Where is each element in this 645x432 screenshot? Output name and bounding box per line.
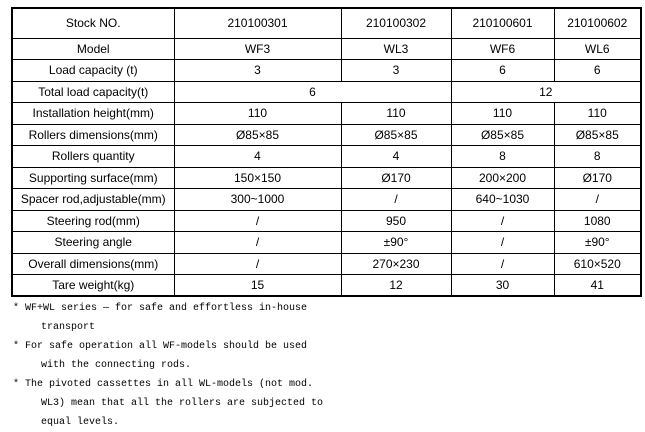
row-label-cell: Load capacity (t) — [11, 59, 175, 82]
value-cell: / — [173, 209, 342, 232]
row-label-cell: Overall dimensions(mm) — [11, 252, 175, 275]
footnotes: * WF+WL series — for safe and effortless… — [13, 299, 633, 432]
value-cell: / — [450, 231, 555, 254]
spec-table-container: Stock NO. 210100301 210100302 210100601 2101… — [11, 7, 642, 297]
spec-table-body: Stock NO. 210100301 210100302 210100601 2101… — [11, 7, 642, 297]
row-label-cell: Stock NO. — [11, 7, 175, 39]
table-row: Total load capacity(t) 6 12 — [11, 80, 642, 103]
value-cell: Ø85×85 — [340, 123, 452, 146]
value-cell: / — [450, 252, 555, 275]
table-row: Rollers quantity 4 4 8 8 — [11, 145, 642, 168]
value-cell: WF6 — [450, 37, 555, 60]
value-cell: 110 — [340, 102, 452, 125]
value-cell: 6 — [173, 80, 452, 103]
value-cell: 8 — [450, 145, 555, 168]
value-cell: 210100301 — [173, 7, 342, 39]
value-cell: WL3 — [340, 37, 452, 60]
row-label-cell: Rollers dimensions(mm) — [11, 123, 175, 146]
table-row: Installation height(mm) 110 110 110 110 — [11, 102, 642, 125]
value-cell: WL6 — [553, 37, 642, 60]
table-row: Load capacity (t) 3 3 6 6 — [11, 59, 642, 82]
table-row: Overall dimensions(mm)/270×230/610×520 — [11, 252, 642, 275]
value-cell: 210100601 — [450, 7, 555, 39]
footnote-first-line: * The pivoted cassettes in all WL-models… — [13, 379, 314, 390]
value-cell: 200×200 — [450, 166, 555, 189]
value-cell: 950 — [340, 209, 452, 232]
footnote-first-line: * WF+WL series — for safe and effortless… — [13, 303, 308, 314]
table-row: Rollers dimensions(mm) Ø85×85 Ø85×85 Ø85×85… — [11, 123, 642, 146]
table-row: Stock NO. 210100301 210100302 210100601 2101… — [11, 7, 642, 39]
row-label-cell: Tare weight(kg) — [11, 274, 175, 297]
value-cell: 4 — [340, 145, 452, 168]
row-label-cell: Rollers quantity — [11, 145, 175, 168]
value-cell: 110 — [450, 102, 555, 125]
value-cell: / — [173, 252, 342, 275]
value-cell: 6 — [553, 59, 642, 82]
value-cell: 8 — [553, 145, 642, 168]
value-cell: 300~1000 — [173, 188, 342, 211]
value-cell: 610×520 — [553, 252, 642, 275]
table-row: Supporting surface(mm) 150×150 Ø170 200×200… — [11, 166, 642, 189]
table-row: Spacer rod,adjustable(mm) 300~1000/640~10… — [11, 188, 642, 211]
row-label-cell: Total load capacity(t) — [11, 80, 175, 103]
row-label-cell: Installation height(mm) — [11, 102, 175, 125]
value-cell: Ø170 — [340, 166, 452, 189]
value-cell: 110 — [553, 102, 642, 125]
table-row: Steering rod(mm)/950/1080 — [11, 209, 642, 232]
value-cell: Ø85×85 — [450, 123, 555, 146]
value-cell: / — [173, 231, 342, 254]
value-cell: 6 — [450, 59, 555, 82]
value-cell: Ø85×85 — [173, 123, 342, 146]
value-cell: ±90° — [553, 231, 642, 254]
row-label-cell: Spacer rod,adjustable(mm) — [11, 188, 175, 211]
footnote-continuation-line: with the connecting rods. — [41, 360, 192, 371]
value-cell: 4 — [173, 145, 342, 168]
footnote-continuation-line: WL3) mean that all the rollers are subje… — [41, 398, 324, 409]
footnote-first-line: * For safe operation all WF-models shoul… — [13, 341, 308, 352]
value-cell: / — [450, 209, 555, 232]
value-cell: 640~1030 — [450, 188, 555, 211]
table-row: Model WF3 WL3 WF6 WL6 — [11, 37, 642, 60]
table-row: Steering angle / ±90° / ±90° — [11, 231, 642, 254]
row-label-cell: Model — [11, 37, 175, 60]
value-cell: / — [553, 188, 642, 211]
value-cell: 270×230 — [340, 252, 452, 275]
value-cell: 210100302 — [340, 7, 452, 39]
value-cell: 41 — [553, 274, 642, 297]
value-cell: 30 — [450, 274, 555, 297]
value-cell: 150×150 — [173, 166, 342, 189]
value-cell: WF3 — [173, 37, 342, 60]
value-cell: 15 — [173, 274, 342, 297]
value-cell: 12 — [340, 274, 452, 297]
value-cell: 110 — [173, 102, 342, 125]
value-cell: / — [340, 188, 452, 211]
value-cell: Ø170 — [553, 166, 642, 189]
footnote-continuation-line: equal levels. — [41, 417, 120, 428]
value-cell: 210100602 — [553, 7, 642, 39]
value-cell: 3 — [340, 59, 452, 82]
row-label-cell: Steering rod(mm) — [11, 209, 175, 232]
value-cell: ±90° — [340, 231, 452, 254]
value-cell: 12 — [450, 80, 642, 103]
table-row: Tare weight(kg) 15 12 30 41 — [11, 274, 642, 297]
row-label-cell: Supporting surface(mm) — [11, 166, 175, 189]
value-cell: 1080 — [553, 209, 642, 232]
footnote-continuation-line: transport — [41, 322, 96, 333]
row-label-cell: Steering angle — [11, 231, 175, 254]
value-cell: Ø85×85 — [553, 123, 642, 146]
spec-table: Stock NO. 210100301 210100302 210100601 2101… — [11, 7, 642, 297]
value-cell: 3 — [173, 59, 342, 82]
